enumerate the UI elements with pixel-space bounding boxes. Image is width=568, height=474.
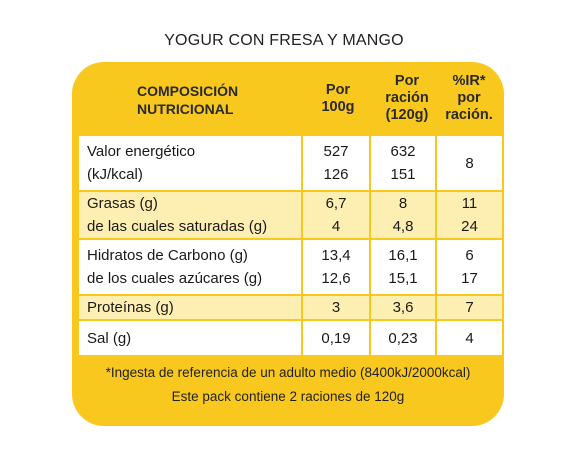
table-row: Grasas (g) de las cuales saturadas (g) 6,7… — [77, 190, 504, 240]
value-ir: 6 — [465, 247, 474, 264]
value-per-racion-cell: 632 151 — [369, 134, 437, 192]
value-per-racion: 3,6 — [392, 299, 414, 316]
value-per-racion-cell: 0,23 — [369, 319, 437, 357]
table-row: Proteínas (g) 3 3,6 7 — [77, 294, 504, 321]
value-per-racion: 0,23 — [388, 329, 418, 347]
value-per-racion: 8 — [398, 195, 408, 212]
header-ir-line3: ración. — [445, 107, 493, 123]
value-ir: 11 — [461, 195, 478, 212]
value-per-racion-cell: 16,1 15,1 — [369, 238, 437, 296]
header-ir: %IR* por ración. — [438, 73, 500, 124]
header-por-line1: Por — [325, 82, 351, 98]
value-ir-cell: 7 — [435, 294, 504, 321]
value-per-racion: 16,1 — [388, 247, 418, 264]
value-ir: 4 — [465, 329, 474, 347]
value-ir-cell: 4 — [435, 319, 504, 357]
value-per-racion-cell: 3,6 — [369, 294, 437, 321]
value-per-racion: 151 — [390, 166, 416, 183]
value-per-racion: 4,8 — [392, 218, 414, 235]
table-row: Sal (g) 0,19 0,23 4 — [77, 319, 504, 357]
nutrient-name: Sal (g) — [87, 329, 132, 347]
value-per-100g: 3 — [331, 299, 341, 316]
table-row: Hidratos de Carbono (g) de los cuales azú… — [77, 238, 504, 296]
table-row: Valor energético (kJ/kcal) 527 126 632 151 8 — [77, 134, 504, 192]
nutrient-name: Hidratos de Carbono (g) — [87, 247, 248, 264]
value-per-100g: 4 — [331, 218, 341, 235]
nutrition-panel: COMPOSICIÓN NUTRICIONAL Por 100g Por rac… — [72, 62, 504, 426]
nutrient-name-cell: Sal (g) — [77, 319, 303, 357]
value-per-100g-cell: 0,19 — [301, 319, 371, 357]
value-per-racion: 15,1 — [388, 270, 418, 287]
nutrient-name-cell: Proteínas (g) — [77, 294, 303, 321]
header-racion-line3: (120g) — [385, 107, 429, 123]
nutrient-name: de las cuales saturadas (g) — [87, 218, 268, 235]
value-per-100g-cell: 527 126 — [301, 134, 371, 192]
value-per-100g: 13,4 — [321, 247, 351, 264]
value-per-100g: 0,19 — [321, 329, 351, 347]
footnote-reference-intake: *Ingesta de referencia de un adulto medi… — [105, 365, 471, 380]
value-per-racion: 632 — [390, 143, 416, 160]
header-por-100g: Por 100g — [305, 82, 371, 116]
value-per-100g: 126 — [323, 166, 349, 183]
value-per-racion-cell: 8 4,8 — [369, 190, 437, 240]
value-ir: 24 — [461, 218, 478, 235]
value-ir-cell: 8 — [435, 134, 504, 192]
nutrition-table: Valor energético (kJ/kcal) 527 126 632 151 8 Gr… — [77, 134, 504, 357]
header-por-line2: 100g — [321, 99, 355, 115]
header-racion-line2: ración — [385, 90, 429, 106]
nutrient-name: (kJ/kcal) — [87, 166, 143, 183]
value-ir-cell: 6 17 — [435, 238, 504, 296]
value-per-100g: 6,7 — [325, 195, 347, 212]
value-ir-cell: 11 24 — [435, 190, 504, 240]
header-composicion-line1: COMPOSICIÓN — [137, 83, 239, 99]
value-ir: 17 — [461, 270, 478, 287]
value-ir: 7 — [465, 299, 474, 316]
value-per-100g: 527 — [323, 143, 349, 160]
value-per-100g: 12,6 — [321, 270, 351, 287]
header-racion-line1: Por — [394, 73, 420, 89]
value-ir: 8 — [465, 154, 474, 172]
nutrient-name-cell: Hidratos de Carbono (g) de los cuales azú… — [77, 238, 303, 296]
nutrient-name: Proteínas (g) — [87, 299, 174, 316]
nutrient-name: Grasas (g) — [87, 195, 158, 212]
header-por-racion: Por ración (120g) — [376, 73, 438, 124]
value-per-100g-cell: 13,4 12,6 — [301, 238, 371, 296]
header-composicion-line2: NUTRICIONAL — [137, 101, 234, 117]
header-composicion: COMPOSICIÓN NUTRICIONAL — [137, 82, 238, 118]
nutrient-name: Valor energético — [87, 143, 196, 160]
footnote-pack-portions: Este pack contiene 2 raciones de 120g — [171, 389, 405, 404]
value-per-100g-cell: 6,7 4 — [301, 190, 371, 240]
nutrient-name-cell: Grasas (g) de las cuales saturadas (g) — [77, 190, 303, 240]
nutrient-name: de los cuales azúcares (g) — [87, 270, 263, 287]
header-ir-line2: por — [457, 90, 481, 106]
header-ir-line1: %IR* — [452, 73, 486, 89]
nutrient-name-cell: Valor energético (kJ/kcal) — [77, 134, 303, 192]
value-per-100g-cell: 3 — [301, 294, 371, 321]
product-title: YOGUR CON FRESA Y MANGO — [164, 32, 404, 49]
